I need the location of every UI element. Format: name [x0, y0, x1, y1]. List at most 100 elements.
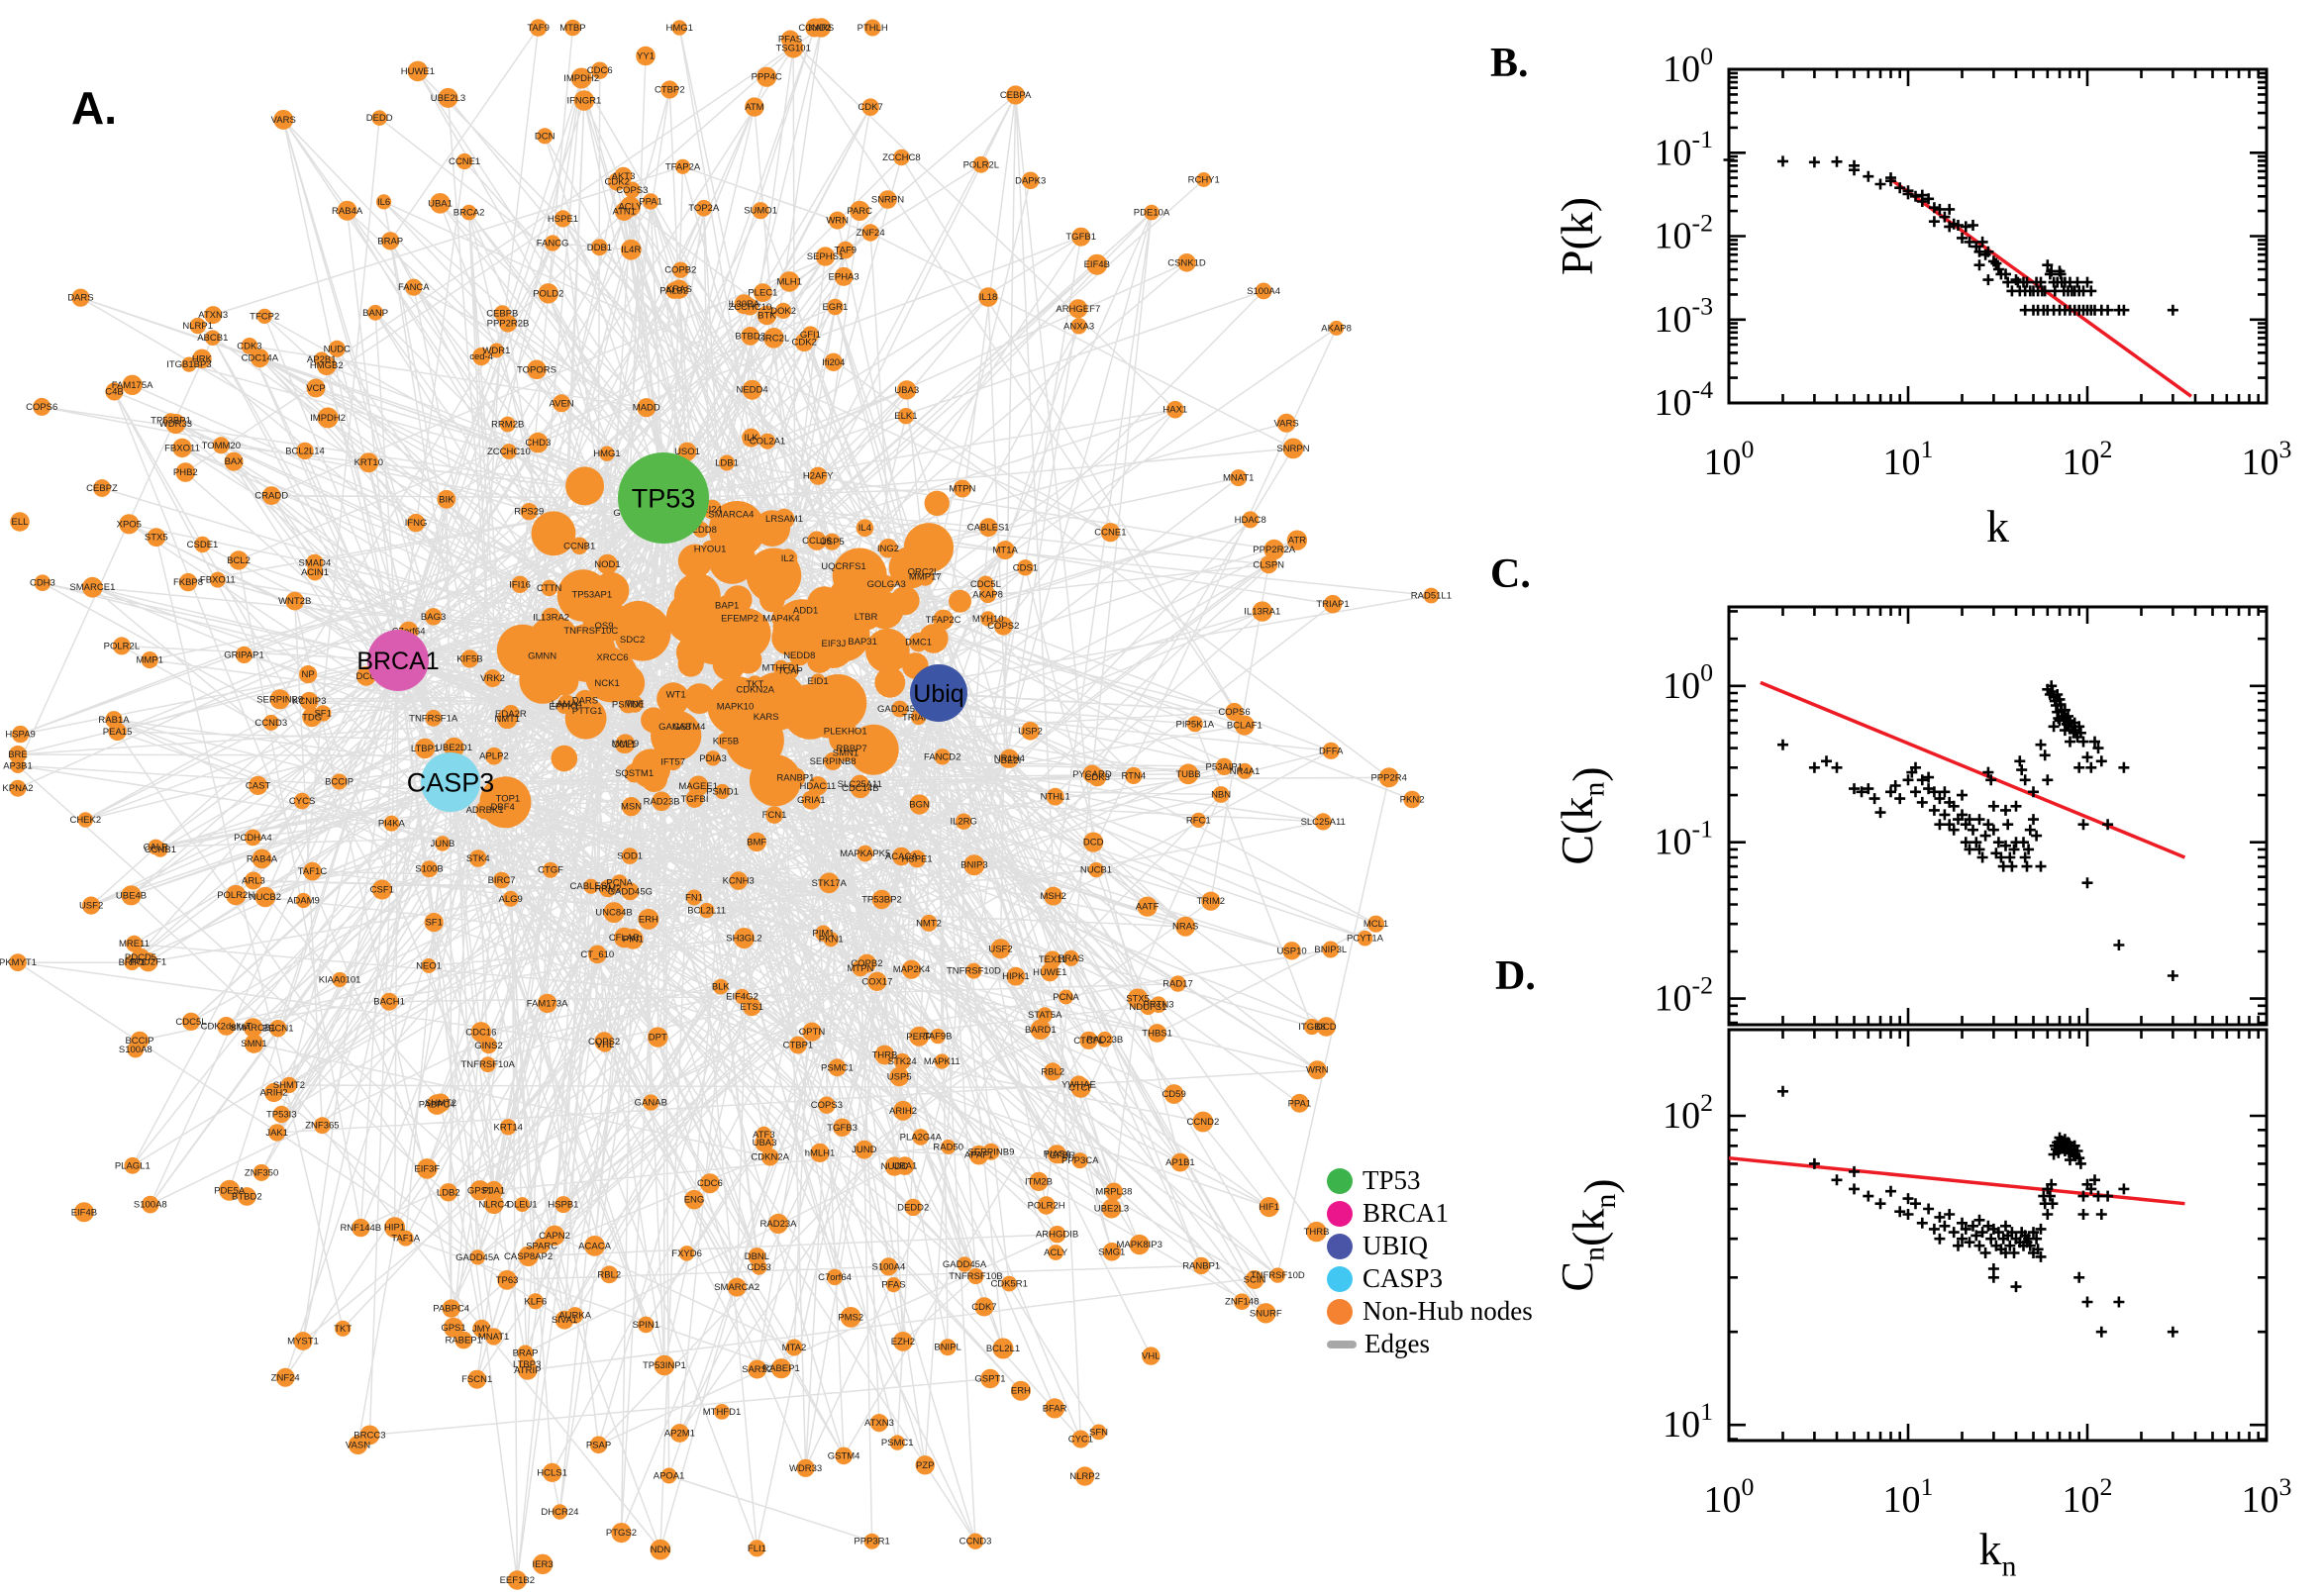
svg-text:PLAGL1: PLAGL1 — [115, 1160, 151, 1171]
svg-text:KCNH3: KCNH3 — [723, 876, 755, 887]
legend-label: CASP3 — [1363, 1263, 1444, 1293]
svg-text:GINS2: GINS2 — [474, 1041, 503, 1051]
svg-text:CSDE1: CSDE1 — [187, 540, 219, 550]
svg-text:SPIN1: SPIN1 — [633, 1320, 659, 1331]
svg-text:ABCB1: ABCB1 — [197, 333, 228, 344]
svg-text:EDA2R: EDA2R — [495, 709, 527, 720]
svg-text:SMARCB1: SMARCB1 — [231, 1023, 276, 1034]
legend-dot-icon — [1327, 1265, 1353, 1292]
svg-text:CDC14A: CDC14A — [242, 353, 279, 364]
svg-text:BRAP: BRAP — [377, 236, 403, 247]
svg-text:TRIM2: TRIM2 — [1197, 896, 1226, 907]
svg-text:EPPK1: EPPK1 — [549, 701, 579, 712]
svg-text:WDR33: WDR33 — [159, 419, 192, 430]
svg-text:PSMD1: PSMD1 — [612, 699, 645, 710]
svg-text:BCL2L14: BCL2L14 — [285, 446, 325, 456]
hub-label-ubiq: Ubiq — [913, 680, 963, 708]
svg-text:UBE2I: UBE2I — [994, 755, 1021, 766]
svg-text:KRT14: KRT14 — [493, 1122, 522, 1133]
svg-text:101: 101 — [1883, 435, 1934, 483]
svg-text:TFAP2C: TFAP2C — [926, 615, 961, 626]
svg-text:SMN1: SMN1 — [833, 748, 858, 759]
svg-text:CHEK2: CHEK2 — [69, 815, 101, 826]
svg-text:CDK2: CDK2 — [605, 177, 630, 188]
svg-text:MTPN: MTPN — [949, 484, 975, 495]
svg-text:SLC25A11: SLC25A11 — [838, 779, 882, 790]
svg-text:hMLH1: hMLH1 — [805, 1147, 836, 1158]
chart-d: 100 101 102 103 101 102 kn Cn(kn) — [1552, 1028, 2291, 1583]
svg-text:BAP31: BAP31 — [848, 637, 877, 648]
svg-text:VHL: VHL — [1142, 1351, 1160, 1362]
svg-text:VASN: VASN — [346, 1440, 370, 1450]
svg-text:BCCIP: BCCIP — [125, 1036, 153, 1047]
svg-text:NUCB1: NUCB1 — [1080, 865, 1112, 876]
svg-text:KIF5B: KIF5B — [456, 653, 482, 664]
legend-label: TP53 — [1363, 1165, 1421, 1195]
svg-text:RNF144B: RNF144B — [340, 1223, 381, 1234]
svg-text:VHL: VHL — [596, 1040, 614, 1050]
svg-text:NUDC: NUDC — [324, 344, 352, 354]
svg-text:EZH2: EZH2 — [891, 1337, 915, 1347]
svg-text:CSNK1D: CSNK1D — [1167, 257, 1206, 268]
svg-text:HYOU1: HYOU1 — [694, 544, 727, 554]
svg-text:JAK1: JAK1 — [265, 1128, 288, 1139]
svg-text:NEDD8: NEDD8 — [685, 525, 717, 536]
axis-ticks-c — [1727, 607, 2269, 1025]
svg-text:kn: kn — [1979, 1524, 2017, 1583]
svg-text:FXYD6: FXYD6 — [671, 1248, 702, 1259]
svg-text:RAB4A: RAB4A — [332, 206, 363, 217]
svg-text:ATRIP: ATRIP — [514, 1365, 541, 1376]
svg-text:PRTN3: PRTN3 — [1144, 1000, 1174, 1011]
svg-text:SHMT2: SHMT2 — [273, 1080, 305, 1091]
svg-text:MNAT1: MNAT1 — [1223, 473, 1255, 484]
svg-text:MCL1: MCL1 — [1364, 919, 1388, 930]
svg-text:AP2M1: AP2M1 — [664, 1429, 695, 1440]
svg-text:HRK: HRK — [192, 353, 213, 364]
svg-text:RFC1: RFC1 — [1186, 815, 1211, 826]
svg-text:NMT1: NMT1 — [494, 714, 520, 725]
svg-text:k: k — [1986, 501, 2009, 551]
svg-text:PDE5A: PDE5A — [214, 1185, 246, 1196]
svg-text:KLF6: KLF6 — [524, 1296, 547, 1307]
svg-text:CT_610: CT_610 — [580, 949, 614, 960]
svg-text:AKAP8: AKAP8 — [1321, 323, 1352, 334]
svg-text:ADD1: ADD1 — [793, 606, 818, 617]
svg-text:USP10: USP10 — [1277, 946, 1307, 956]
svg-text:PLEKHO1: PLEKHO1 — [824, 727, 867, 738]
svg-text:GADD45A: GADD45A — [943, 1259, 987, 1270]
svg-text:HSPE1: HSPE1 — [548, 214, 578, 225]
svg-text:FKBP8: FKBP8 — [173, 577, 203, 588]
svg-text:DAPK3: DAPK3 — [1015, 175, 1046, 186]
svg-text:PDIA3: PDIA3 — [699, 753, 726, 764]
svg-text:BCLAF1: BCLAF1 — [1227, 721, 1262, 732]
svg-text:PPP2R2A: PPP2R2A — [1253, 545, 1295, 555]
svg-text:DARS: DARS — [572, 695, 598, 706]
panel-c-label: C. — [1490, 551, 1531, 597]
svg-text:PPP2R2B: PPP2R2B — [487, 319, 530, 330]
svg-text:SQSTM1: SQSTM1 — [615, 768, 654, 779]
svg-text:COPB2: COPB2 — [664, 265, 696, 276]
svg-text:COPS6: COPS6 — [26, 402, 57, 413]
svg-text:RAD23A: RAD23A — [760, 1219, 798, 1230]
svg-text:CRADD: CRADD — [254, 491, 288, 502]
legend-dot-icon — [1327, 1200, 1353, 1227]
svg-text:VARS: VARS — [271, 115, 296, 126]
svg-text:CTTN: CTTN — [537, 583, 561, 594]
svg-text:KIAA0101: KIAA0101 — [319, 975, 361, 986]
svg-text:TAF9B: TAF9B — [924, 1032, 953, 1043]
svg-text:BAX: BAX — [225, 456, 245, 467]
svg-text:KPNA2: KPNA2 — [2, 783, 33, 794]
svg-text:BRAP: BRAP — [513, 1348, 539, 1359]
svg-text:HUWE1: HUWE1 — [1033, 967, 1066, 978]
svg-text:TSG101: TSG101 — [776, 43, 811, 53]
svg-text:POLR2H: POLR2H — [1028, 1201, 1065, 1212]
svg-text:PPP3R1: PPP3R1 — [854, 1537, 889, 1547]
svg-text:SUMO1: SUMO1 — [744, 206, 777, 217]
svg-text:ARHGDIB: ARHGDIB — [1036, 1230, 1078, 1241]
svg-text:CCL16: CCL16 — [802, 536, 832, 547]
svg-text:TNFRSF10C: TNFRSF10C — [563, 626, 618, 637]
svg-text:NRAS: NRAS — [1172, 922, 1198, 933]
svg-text:POLR2H: POLR2H — [217, 890, 254, 901]
svg-text:TOMM20: TOMM20 — [202, 441, 241, 451]
legend-dot-icon — [1327, 1167, 1353, 1194]
